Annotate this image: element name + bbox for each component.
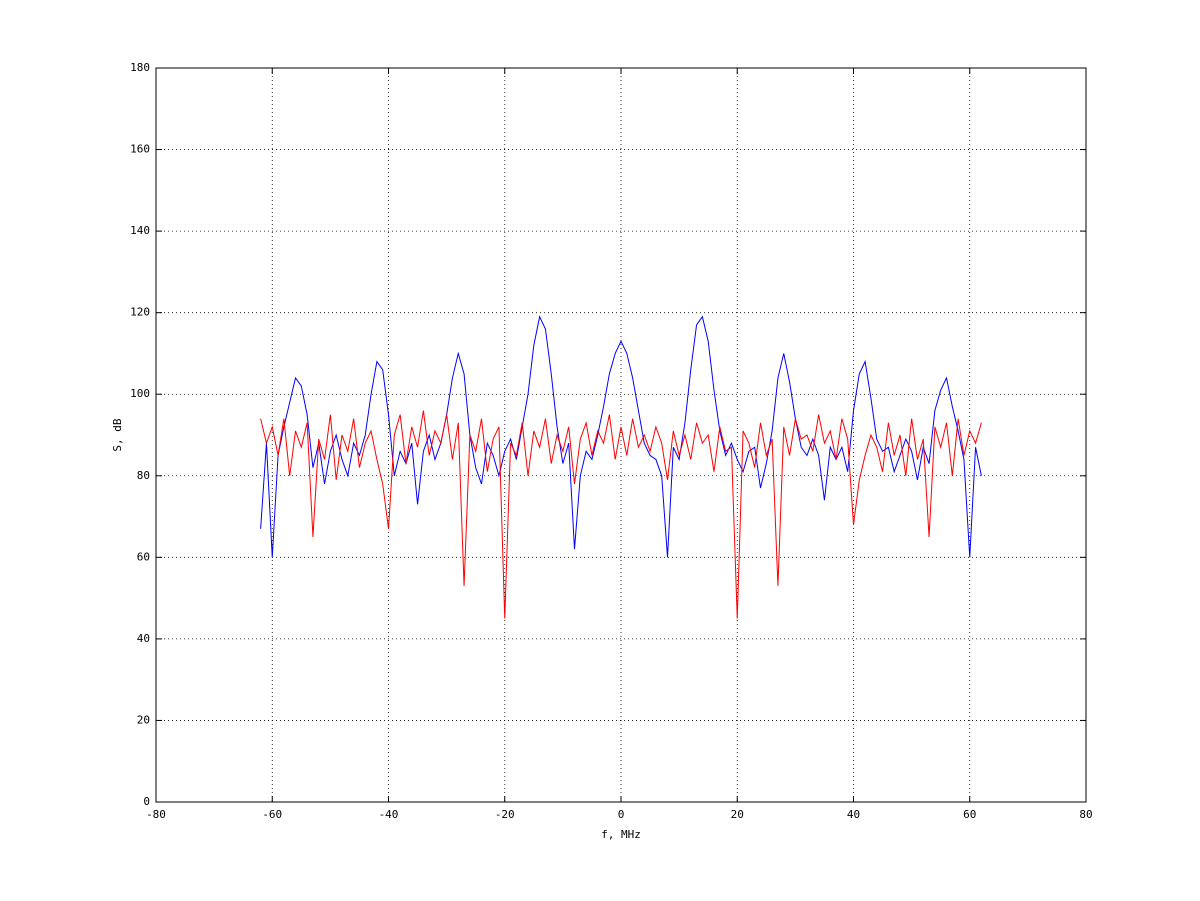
y-tick-label: 20: [137, 713, 150, 726]
x-tick-label: -80: [146, 808, 166, 821]
y-tick-label: 180: [130, 61, 150, 74]
y-tick-label: 140: [130, 224, 150, 237]
plot-frame: [155, 67, 1087, 803]
x-tick-label: -40: [379, 808, 399, 821]
x-tick-label: -60: [262, 808, 282, 821]
y-tick-label: 40: [137, 632, 150, 645]
series-line: [260, 410, 982, 619]
x-tick-label: 0: [618, 808, 625, 821]
y-tick-label: 60: [137, 550, 150, 563]
x-tick-label: 80: [1079, 808, 1092, 821]
x-tick-label: 60: [963, 808, 976, 821]
y-tick-label: 0: [143, 795, 150, 808]
x-tick-label: -20: [495, 808, 515, 821]
y-tick-label: 80: [137, 469, 150, 482]
series-line: [260, 315, 982, 558]
y-axis-label: S, dB: [111, 418, 124, 451]
x-tick-label: 40: [847, 808, 860, 821]
x-tick-label: 20: [731, 808, 744, 821]
y-tick-label: 160: [130, 143, 150, 156]
y-tick-label: 100: [130, 387, 150, 400]
x-axis-label: f, MHz: [601, 828, 641, 841]
y-tick-label: 120: [130, 306, 150, 319]
